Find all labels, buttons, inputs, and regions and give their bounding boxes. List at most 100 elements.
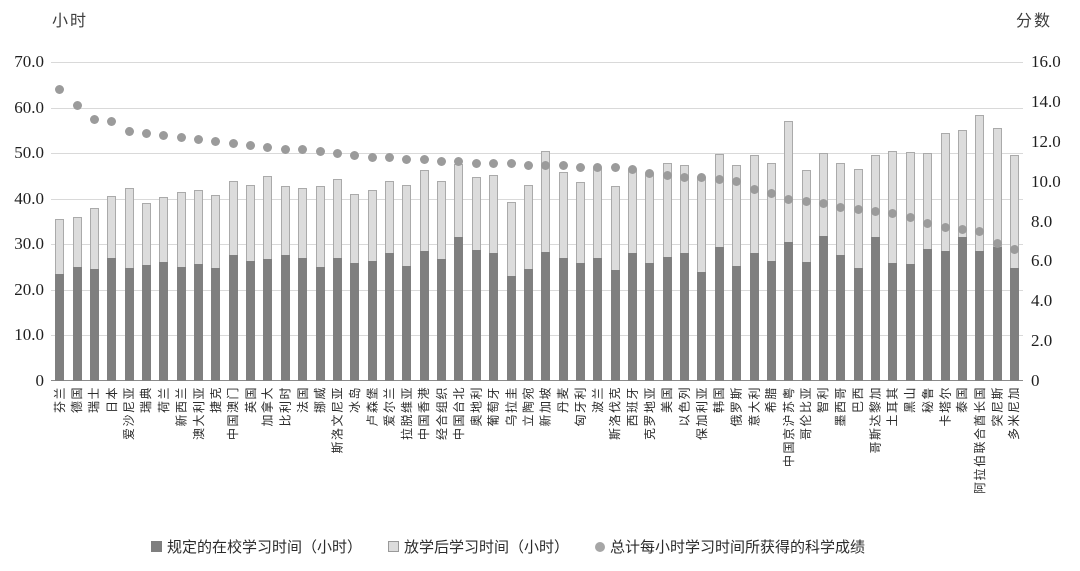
score-dot (194, 135, 204, 145)
school-bar-segment (280, 255, 290, 381)
bar-group: 俄罗斯 (728, 62, 745, 427)
afterschool-bar-segment (367, 189, 377, 262)
x-axis-category-label: 中国京沪苏粤 (781, 386, 796, 468)
x-axis-category-label: 日本 (104, 386, 119, 414)
score-dot (419, 155, 429, 165)
stacked-bar (454, 164, 464, 381)
afterschool-bar-segment (1009, 155, 1019, 269)
school-bar-segment (628, 252, 638, 381)
left-axis-ticks: 70.0 60.0 50.0 40.0 30.0 20.0 10.0 0 (0, 53, 44, 390)
school-bar-segment (523, 268, 533, 381)
bar-group: 秘鲁 (919, 62, 936, 413)
x-axis-category-label: 葡萄牙 (486, 386, 501, 427)
school-bar-segment (402, 265, 412, 381)
left-axis-tick-label: 30.0 (14, 234, 44, 254)
bar-group: 保加利亚 (693, 62, 710, 440)
left-axis-tick-label: 70.0 (14, 52, 44, 71)
bar-group: 捷克 (207, 62, 224, 413)
afterschool-bar-segment (246, 184, 256, 262)
afterschool-bar-segment (992, 127, 1002, 248)
school-bar-segment (593, 257, 603, 381)
stacked-bar (784, 121, 794, 381)
bar-group: 阿拉伯联合酋长国 (971, 62, 988, 494)
x-axis-category-label: 意大利 (747, 386, 762, 427)
left-axis-tick-label: 40.0 (14, 188, 44, 208)
score-dot (801, 197, 811, 207)
afterschool-bar-segment (749, 155, 759, 253)
score-dot (159, 131, 169, 141)
school-bar-segment (246, 261, 256, 381)
school-bar-segment (662, 257, 672, 381)
stacked-bar (332, 179, 342, 381)
x-axis-category-label: 秘鲁 (920, 386, 935, 414)
afterschool-bar-segment (506, 201, 516, 276)
school-bar-segment (541, 252, 551, 381)
x-axis-category-label: 波兰 (590, 386, 605, 414)
score-dot (766, 189, 776, 199)
stacked-bar (766, 163, 776, 381)
x-axis-category-label: 冰岛 (347, 386, 362, 414)
bar-group: 中国澳门 (225, 62, 242, 440)
bar-group: 哥斯达黎加 (867, 62, 884, 454)
x-axis-category-label: 泰国 (955, 386, 970, 414)
score-dot (523, 161, 533, 171)
stacked-bar (211, 195, 221, 381)
score-dot (784, 195, 794, 205)
stacked-bar (853, 169, 863, 381)
stacked-bar (940, 133, 950, 381)
school-bar-segment (350, 262, 360, 381)
bar-group: 日本 (103, 62, 120, 413)
afterschool-bar-segment (419, 170, 429, 252)
stacked-bar (905, 152, 915, 381)
x-axis-category-label: 美国 (660, 386, 675, 414)
school-bar-segment (645, 262, 655, 381)
school-bar-segment (905, 263, 915, 381)
score-dot (992, 238, 1002, 248)
bar-group: 西班牙 (624, 62, 641, 427)
x-axis-category-label: 阿拉伯联合酋长国 (972, 386, 987, 495)
stacked-bar (680, 165, 690, 381)
afterschool-bar-segment (159, 196, 169, 262)
bar-group: 泰国 (954, 62, 971, 413)
school-bar-segment (784, 242, 794, 381)
school-bar-segment (888, 263, 898, 381)
school-bar-segment (194, 264, 204, 381)
x-axis-category-label: 乌拉圭 (504, 386, 519, 427)
bar-group: 斯洛文尼亚 (329, 62, 346, 454)
afterschool-bar-segment (853, 169, 863, 268)
x-axis-category-label: 墨西哥 (833, 386, 848, 427)
stacked-bar (697, 177, 707, 381)
afterschool-bar-segment (107, 196, 117, 258)
score-dot (575, 163, 585, 173)
bar-group: 冰岛 (346, 62, 363, 413)
gridline (51, 198, 1023, 200)
school-bar-segment (506, 275, 516, 381)
afterschool-bar-segment (89, 208, 99, 269)
legend-item-label: 总计每小时学习时间所获得的科学成绩 (610, 540, 866, 556)
score-dot (176, 133, 186, 143)
score-dot (385, 153, 394, 163)
x-axis-category-label: 希腊 (764, 386, 779, 414)
score-dot (72, 101, 82, 111)
x-axis-category-label: 澳大利亚 (191, 386, 206, 441)
school-bar-segment (749, 252, 759, 381)
bar-group: 墨西哥 (832, 62, 849, 427)
gridline (51, 244, 1023, 246)
school-bar-segment (454, 237, 464, 381)
x-axis-category-label: 丹麦 (556, 386, 571, 414)
x-axis-category-label: 智利 (816, 386, 831, 414)
x-axis-category-label: 土耳其 (885, 386, 900, 427)
stacked-bar (246, 184, 256, 381)
plot-area: 芬兰 德国 瑞士 日本 爱沙尼亚 瑞典 荷兰 新西兰 澳大利亚 捷克 中国澳门 英国 加拿大 比利时 法国挪… (51, 62, 1023, 494)
score-dot (228, 139, 238, 149)
school-bar-segment (853, 267, 863, 381)
stacked-bar (107, 196, 117, 381)
score-dot (367, 153, 377, 163)
stacked-bar (159, 196, 169, 381)
right-axis-tick-label: 4.0 (1031, 291, 1053, 311)
stacked-bar (124, 188, 134, 381)
score-dot (124, 127, 134, 137)
school-bar-segment (818, 236, 828, 381)
stacked-bar (975, 114, 985, 381)
afterschool-bar-segment (957, 129, 967, 237)
